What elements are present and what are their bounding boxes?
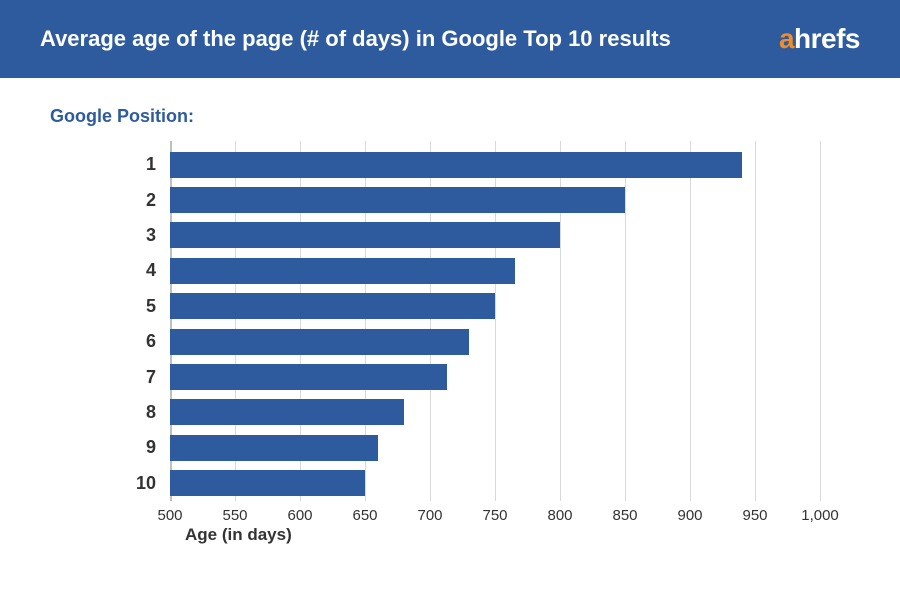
- bar-category-label: 4: [130, 260, 170, 281]
- bar-row: 2: [170, 185, 820, 215]
- x-tick: 1,000: [801, 507, 839, 524]
- gridline: [820, 141, 821, 501]
- logo-letter-a: a: [779, 23, 794, 54]
- bar-category-label: 6: [130, 331, 170, 352]
- bar-row: 9: [170, 433, 820, 463]
- bar: [170, 293, 495, 319]
- x-tick: 950: [742, 507, 767, 524]
- plot-area: 12345678910 5005506006507007508008509009…: [170, 141, 820, 531]
- bar-category-label: 1: [130, 154, 170, 175]
- logo-rest: hrefs: [794, 23, 860, 54]
- bar-category-label: 3: [130, 225, 170, 246]
- x-tick: 700: [417, 507, 442, 524]
- x-tick: 650: [352, 507, 377, 524]
- bar-row: 1: [170, 150, 820, 180]
- bar: [170, 152, 742, 178]
- bar-row: 5: [170, 291, 820, 321]
- bar: [170, 364, 447, 390]
- bar-category-label: 9: [130, 437, 170, 458]
- bar-row: 4: [170, 256, 820, 286]
- y-axis-title: Google Position:: [50, 106, 850, 127]
- bar-row: 8: [170, 397, 820, 427]
- bar: [170, 258, 515, 284]
- bar-row: 6: [170, 327, 820, 357]
- bar-category-label: 10: [130, 473, 170, 494]
- x-tick: 900: [677, 507, 702, 524]
- x-tick: 550: [222, 507, 247, 524]
- chart-header: Average age of the page (# of days) in G…: [0, 0, 900, 78]
- bar: [170, 329, 469, 355]
- x-tick: 800: [547, 507, 572, 524]
- bar-row: 10: [170, 468, 820, 498]
- chart-body: Google Position: 12345678910 50055060065…: [0, 78, 900, 603]
- bar-row: 3: [170, 220, 820, 250]
- bar-category-label: 8: [130, 402, 170, 423]
- x-tick: 750: [482, 507, 507, 524]
- bar-category-label: 7: [130, 367, 170, 388]
- bar-row: 7: [170, 362, 820, 392]
- x-tick: 500: [157, 507, 182, 524]
- x-axis-label: Age (in days): [185, 525, 292, 545]
- x-tick: 600: [287, 507, 312, 524]
- bar: [170, 470, 365, 496]
- bar: [170, 222, 560, 248]
- bar-category-label: 5: [130, 296, 170, 317]
- x-tick: 850: [612, 507, 637, 524]
- bar: [170, 435, 378, 461]
- chart-title: Average age of the page (# of days) in G…: [40, 26, 671, 52]
- bar: [170, 399, 404, 425]
- bar-category-label: 2: [130, 190, 170, 211]
- ahrefs-logo: ahrefs: [779, 23, 860, 55]
- bars-container: 1 2 3 4 5 6 7 8 9 10: [170, 147, 820, 501]
- bar: [170, 187, 625, 213]
